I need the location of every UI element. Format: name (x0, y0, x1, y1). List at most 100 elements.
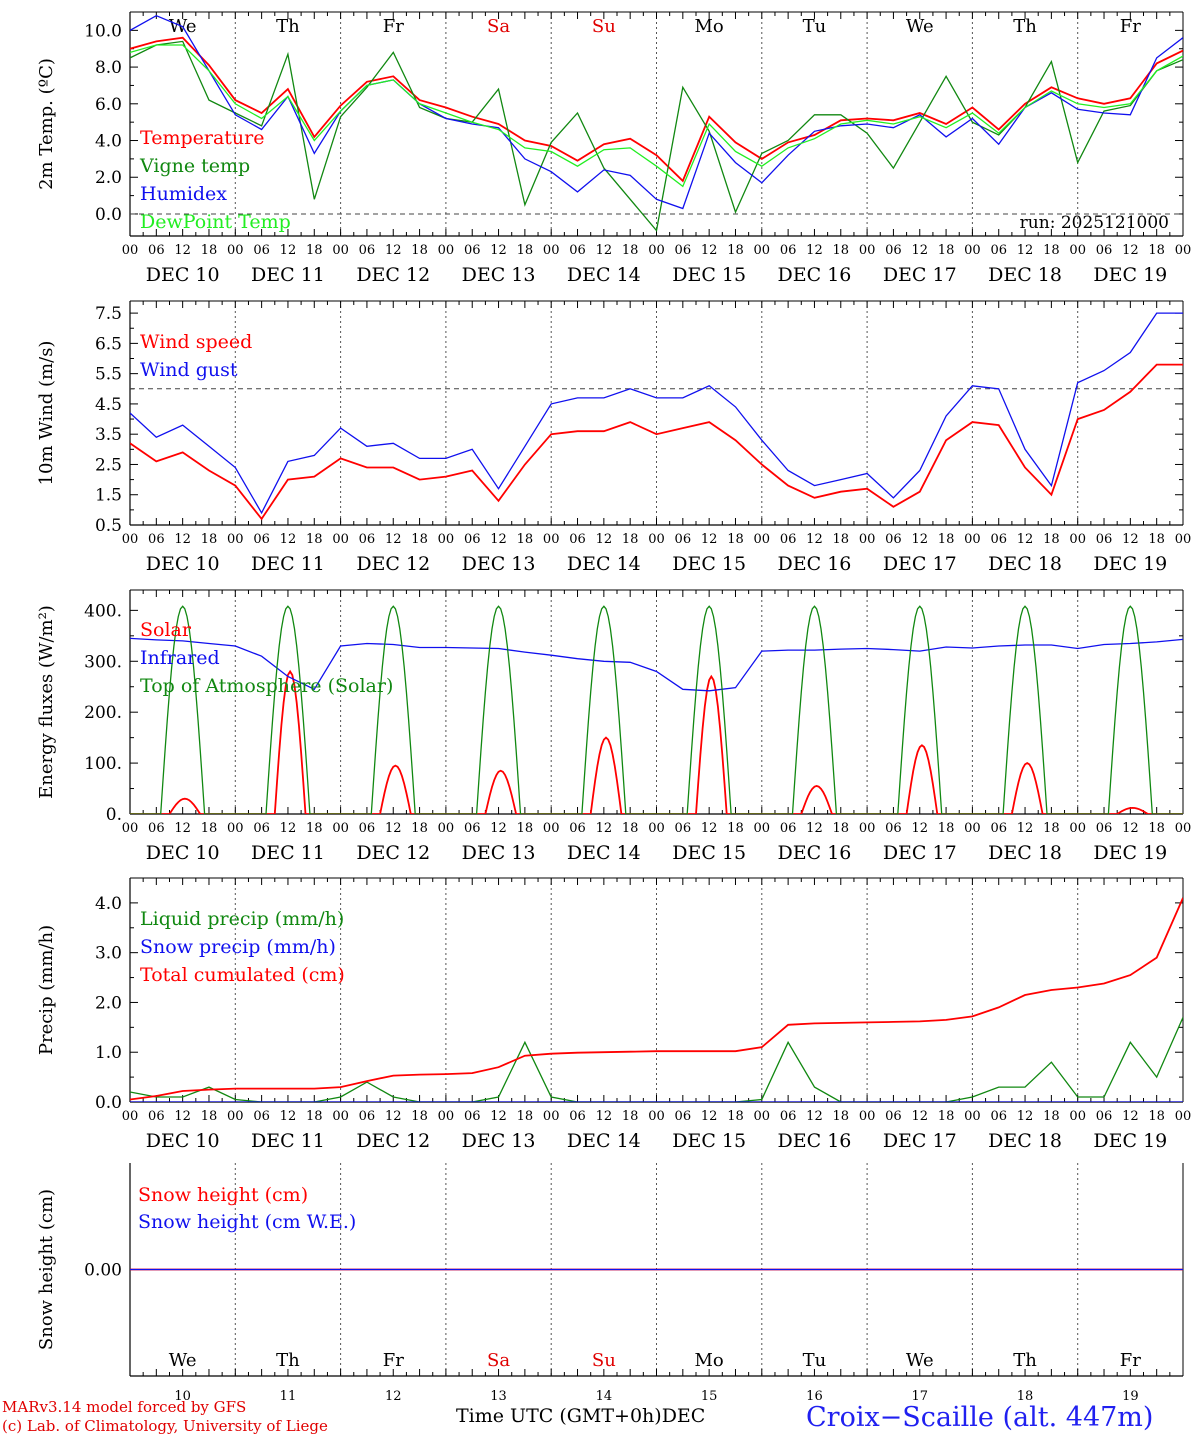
day-label: DEC 10 (146, 264, 220, 286)
hour-tick-label: 00 (754, 532, 771, 547)
day-label: DEC 12 (356, 553, 430, 575)
legend-entry: Snow height (cm W.E.) (138, 1211, 356, 1233)
hour-tick-label: 06 (148, 1109, 165, 1124)
hour-tick-label: 12 (385, 532, 402, 547)
legend-entry: Humidex (140, 183, 227, 205)
hour-tick-label: 00 (227, 821, 244, 836)
hour-tick-label: 18 (938, 821, 955, 836)
y-tick-label: 2.0 (95, 168, 122, 188)
credit-line-2: (c) Lab. of Climatology, University of L… (2, 1417, 328, 1435)
hour-tick-label: 06 (1096, 1109, 1113, 1124)
panel-energy: 0. 100. 200. 300. 400. Energy fluxes (W/m²) 00… (36, 589, 1191, 864)
y-tick-label: 8.0 (95, 58, 122, 78)
hour-tick-label: 18 (1043, 1109, 1060, 1124)
hour-tick-label: 00 (648, 243, 665, 258)
hour-tick-label: 06 (569, 821, 586, 836)
day-label: DEC 19 (1093, 1130, 1167, 1152)
hour-tick-label: 06 (780, 1109, 797, 1124)
hour-tick-label: 12 (701, 532, 718, 547)
hour-tick-label: 18 (411, 532, 428, 547)
y-tick-label: 6.5 (95, 334, 122, 354)
hour-tick-label: 18 (727, 1109, 744, 1124)
day-label: DEC 11 (251, 553, 325, 575)
hour-tick-label: 18 (517, 532, 534, 547)
legend-entry: Wind gust (140, 359, 238, 381)
hour-tick-label: 00 (122, 1109, 139, 1124)
y-tick-label: 0.5 (95, 516, 122, 536)
hour-tick-label: 12 (490, 243, 507, 258)
hour-tick-label: 00 (648, 532, 665, 547)
hour-tick-label: 00 (543, 532, 560, 547)
series-line-wind-gust (130, 312, 1183, 515)
hour-tick-label: 18 (833, 532, 850, 547)
hour-tick-label: 12 (701, 821, 718, 836)
series-line-humidex (130, 14, 1183, 210)
day-label: DEC 16 (778, 264, 852, 286)
hour-tick-label: 06 (569, 532, 586, 547)
time-axis-title: Time UTC (GMT+0h)DEC (456, 1405, 705, 1427)
hour-tick-label: 12 (490, 532, 507, 547)
hour-tick-label: 00 (227, 243, 244, 258)
hour-tick-label: 06 (990, 243, 1007, 258)
hour-tick-label: 00 (1069, 243, 1086, 258)
hour-tick-label: 12 (174, 532, 191, 547)
hour-tick-label: 18 (306, 532, 323, 547)
y-tick-label: 100. (84, 754, 122, 774)
y-tick-label: 3.0 (95, 944, 122, 964)
weekday-label: Mo (695, 1350, 724, 1371)
day-number-label: 19 (1122, 1389, 1139, 1404)
y-tick-label: 2.0 (95, 993, 122, 1013)
y-axis-label: Snow height (cm) (36, 1189, 57, 1350)
panel-snow: 0.00 Snow height (cm) We 10 Th 11 Fr 12 Sa 13 Su 14… (36, 1163, 1184, 1404)
hour-tick-label: 12 (1122, 243, 1139, 258)
hour-tick-label: 06 (885, 532, 902, 547)
hour-tick-label: 12 (280, 532, 297, 547)
hour-tick-label: 18 (833, 821, 850, 836)
y-tick-label: 4.0 (95, 132, 122, 152)
day-label: DEC 10 (146, 842, 220, 864)
hour-tick-label: 12 (385, 243, 402, 258)
weekday-label: Sa (487, 16, 510, 37)
series-line-top-of-atmosphere-solar- (130, 605, 1183, 814)
hour-tick-label: 18 (1043, 532, 1060, 547)
hour-tick-label: 06 (359, 1109, 376, 1124)
hour-tick-label: 18 (411, 243, 428, 258)
y-tick-label: 4.5 (95, 395, 122, 415)
weekday-label: Su (592, 1350, 616, 1371)
day-label: DEC 14 (567, 264, 641, 286)
hour-tick-label: 12 (596, 1109, 613, 1124)
hour-tick-label: 06 (359, 243, 376, 258)
y-tick-label: 300. (84, 652, 122, 672)
hour-tick-label: 12 (490, 821, 507, 836)
y-tick-label: 5.5 (95, 365, 122, 385)
legend-entry: Snow precip (mm/h) (140, 936, 336, 958)
day-label: DEC 17 (883, 264, 957, 286)
hour-tick-label: 12 (280, 821, 297, 836)
day-label: DEC 19 (1093, 264, 1167, 286)
hour-tick-label: 06 (1096, 821, 1113, 836)
y-axis-label: Precip (mm/h) (36, 925, 57, 1055)
hour-tick-label: 06 (675, 243, 692, 258)
hour-tick-label: 18 (727, 532, 744, 547)
hour-tick-label: 00 (1175, 532, 1192, 547)
hour-tick-label: 06 (148, 532, 165, 547)
y-axis-label: Energy fluxes (W/m²) (36, 605, 57, 799)
hour-tick-label: 12 (1017, 532, 1034, 547)
hour-tick-label: 00 (543, 1109, 560, 1124)
hour-tick-label: 18 (1148, 821, 1165, 836)
hour-tick-label: 12 (806, 243, 823, 258)
hour-tick-label: 12 (385, 1109, 402, 1124)
hour-tick-label: 18 (622, 1109, 639, 1124)
weekday-label: Th (1013, 1350, 1037, 1371)
hour-tick-label: 00 (122, 821, 139, 836)
credit-line-1: MARv3.14 model forced by GFS (2, 1398, 247, 1416)
hour-tick-label: 00 (1069, 532, 1086, 547)
day-label: DEC 13 (462, 264, 536, 286)
hour-tick-label: 12 (911, 1109, 928, 1124)
weekday-label: Su (592, 16, 616, 37)
day-label: DEC 16 (778, 1130, 852, 1152)
hour-tick-label: 12 (1122, 821, 1139, 836)
day-label: DEC 17 (883, 1130, 957, 1152)
time-axis-month: DEC (661, 1405, 706, 1427)
hour-tick-label: 06 (780, 821, 797, 836)
